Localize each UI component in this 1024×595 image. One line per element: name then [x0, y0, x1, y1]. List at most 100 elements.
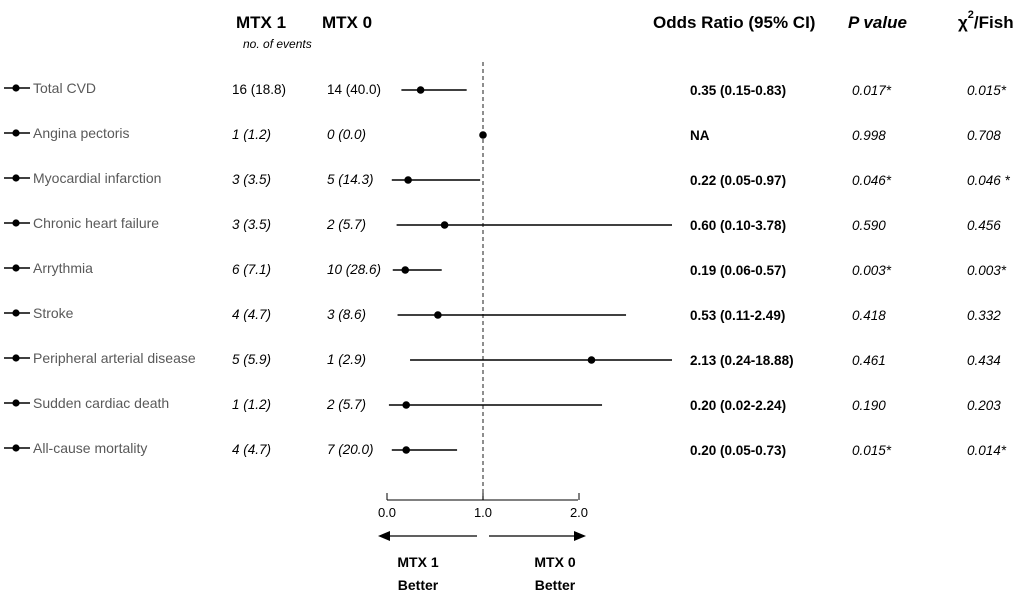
chi-fisher-value: 0.456	[967, 218, 1001, 233]
mtx1-events: 3 (3.5)	[232, 172, 271, 187]
forest-row: Peripheral arterial disease 5 (5.9) 1 (2.9…	[4, 350, 1001, 368]
p-value: 0.046*	[852, 173, 892, 188]
point-estimate	[434, 311, 442, 319]
odds-ratio-text: 0.19 (0.06-0.57)	[690, 263, 786, 278]
row-marker-dot	[12, 84, 20, 92]
odds-ratio-text: 2.13 (0.24-18.88)	[690, 353, 794, 368]
odds-ratio-text: 0.35 (0.15-0.83)	[690, 83, 786, 98]
odds-ratio-text: 0.20 (0.02-2.24)	[690, 398, 786, 413]
mtx1-events: 4 (4.7)	[232, 442, 271, 457]
point-estimate	[401, 266, 410, 274]
chi-fisher-value: 0.434	[967, 353, 1001, 368]
row-label: Peripheral arterial disease	[33, 350, 196, 366]
forest-row: Myocardial infarction 3 (3.5) 5 (14.3) 0.22…	[4, 170, 1011, 188]
mtx0-events: 0 (0.0)	[327, 127, 366, 142]
mtx1-events: 16 (18.8)	[232, 82, 286, 97]
direction-left-line2: Better	[398, 577, 439, 593]
x-tick-label: 1.0	[474, 505, 492, 520]
p-value: 0.461	[852, 353, 886, 368]
x-axis-ticks: 0.0 1.0 2.0	[378, 493, 588, 520]
row-marker-dot	[12, 444, 20, 452]
forest-row: Arrythmia 6 (7.1) 10 (28.6) 0.19 (0.06-0.57…	[4, 260, 1007, 278]
p-value: 0.017*	[852, 83, 892, 98]
point-estimate	[587, 356, 596, 364]
mtx0-events: 3 (8.6)	[327, 307, 366, 322]
p-value: 0.590	[852, 218, 886, 233]
p-value: 0.190	[852, 398, 886, 413]
header-chi-fisher: χ2/Fish	[958, 9, 1014, 32]
forest-row: Angina pectoris 1 (1.2) 0 (0.0) NA 0.998 0.70…	[4, 125, 1001, 143]
chi-fisher-value: 0.014*	[967, 443, 1007, 458]
mtx0-events: 7 (20.0)	[327, 442, 374, 457]
point-estimate	[402, 446, 411, 454]
mtx1-events: 1 (1.2)	[232, 397, 271, 412]
forest-row: Total CVD 16 (18.8) 14 (40.0) 0.35 (0.15-0.…	[4, 80, 1007, 98]
header-events-note: no. of events	[243, 37, 312, 51]
point-estimate	[404, 176, 412, 184]
mtx0-events: 5 (14.3)	[327, 172, 374, 187]
row-label: Total CVD	[33, 80, 96, 96]
p-value: 0.003*	[852, 263, 892, 278]
row-label: Stroke	[33, 305, 74, 321]
row-marker-dot	[12, 399, 20, 407]
forest-rows: Total CVD 16 (18.8) 14 (40.0) 0.35 (0.15-0.…	[4, 80, 1011, 458]
chi-fisher-value: 0.708	[967, 128, 1001, 143]
mtx0-events: 14 (40.0)	[327, 82, 381, 97]
row-label: Myocardial infarction	[33, 170, 161, 186]
row-marker-dot	[12, 174, 20, 182]
mtx0-events: 10 (28.6)	[327, 262, 381, 277]
chi-rest: /Fish	[974, 13, 1014, 32]
row-label: All-cause mortality	[33, 440, 147, 456]
row-marker-dot	[12, 264, 20, 272]
row-marker-dot	[12, 219, 20, 227]
p-value: 0.998	[852, 128, 886, 143]
direction-left-line1: MTX 1	[397, 554, 438, 570]
chi-fisher-value: 0.003*	[967, 263, 1007, 278]
row-label: Sudden cardiac death	[33, 395, 169, 411]
mtx0-events: 1 (2.9)	[327, 352, 366, 367]
chi-fisher-value: 0.203	[967, 398, 1001, 413]
point-estimate	[479, 131, 487, 139]
mtx1-events: 1 (1.2)	[232, 127, 271, 142]
mtx0-events: 2 (5.7)	[326, 397, 366, 412]
chi-fisher-value: 0.046 *	[967, 173, 1011, 188]
right-arrow-head	[574, 531, 586, 541]
point-estimate	[440, 221, 449, 229]
direction-right-line1: MTX 0	[534, 554, 575, 570]
row-marker-dot	[12, 309, 20, 317]
p-value: 0.418	[852, 308, 886, 323]
row-label: Angina pectoris	[33, 125, 130, 141]
forest-row: Chronic heart failure 3 (3.5) 2 (5.7) 0.60 …	[4, 215, 1001, 233]
row-marker-dot	[12, 129, 20, 137]
header-p-value: P value	[848, 13, 907, 32]
x-tick-label: 2.0	[570, 505, 588, 520]
p-value: 0.015*	[852, 443, 892, 458]
odds-ratio-text: 0.60 (0.10-3.78)	[690, 218, 786, 233]
mtx1-events: 3 (3.5)	[232, 217, 271, 232]
forest-row: Sudden cardiac death 1 (1.2) 2 (5.7) 0.20 (…	[4, 395, 1001, 413]
row-label: Chronic heart failure	[33, 215, 159, 231]
mtx0-events: 2 (5.7)	[326, 217, 366, 232]
chi-fisher-value: 0.332	[967, 308, 1001, 323]
forest-row: Stroke 4 (4.7) 3 (8.6) 0.53 (0.11-2.49) 0.41…	[4, 305, 1001, 323]
header-odds-ratio: Odds Ratio (95% CI)	[653, 13, 815, 32]
odds-ratio-text: NA	[690, 128, 710, 143]
point-estimate	[416, 86, 425, 94]
header-mtx1: MTX 1	[236, 13, 286, 32]
left-arrow-head	[378, 531, 390, 541]
odds-ratio-text: 0.20 (0.05-0.73)	[690, 443, 786, 458]
mtx1-events: 4 (4.7)	[232, 307, 271, 322]
chi-superscript: 2	[968, 9, 974, 21]
x-tick-label: 0.0	[378, 505, 396, 520]
point-estimate	[402, 401, 411, 409]
mtx1-events: 6 (7.1)	[232, 262, 271, 277]
mtx1-events: 5 (5.9)	[232, 352, 271, 367]
header-mtx0: MTX 0	[322, 13, 372, 32]
chi-symbol: χ	[958, 13, 968, 32]
row-label: Arrythmia	[33, 260, 93, 276]
forest-row: All-cause mortality 4 (4.7) 7 (20.0) 0.20 (…	[4, 440, 1007, 458]
odds-ratio-text: 0.22 (0.05-0.97)	[690, 173, 786, 188]
direction-right-line2: Better	[535, 577, 576, 593]
chi-fisher-value: 0.015*	[967, 83, 1007, 98]
